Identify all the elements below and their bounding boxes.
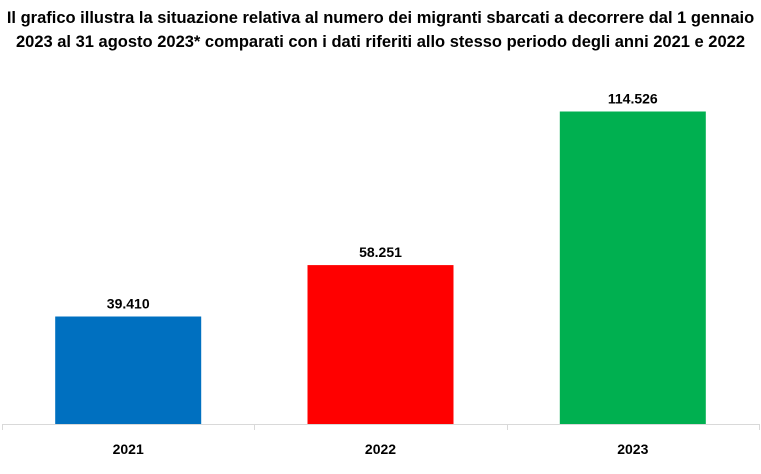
bar-2022 [307,265,454,424]
ticks-layer [2,424,760,430]
x-tick-label-2022: 2022 [365,441,396,457]
data-label-2023: 114.526 [608,91,658,107]
labels-layer: 39.410 2021 58.251 2022 114.526 2023 [107,91,658,458]
data-label-2022: 58.251 [359,244,402,260]
x-tick-label-2023: 2023 [617,441,648,457]
bar-2021 [55,316,202,424]
chart-title: Il grafico illustra la situazione relati… [6,9,755,51]
x-tick-label-2021: 2021 [113,441,144,457]
data-label-2021: 39.410 [107,296,150,312]
bars-layer [55,111,706,424]
bar-2023 [559,111,706,424]
